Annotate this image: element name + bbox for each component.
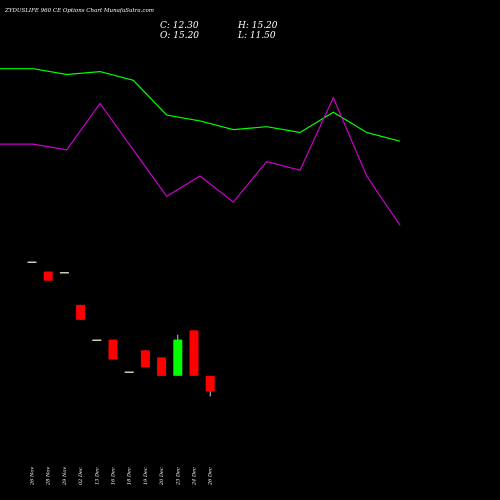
chart-title: ZYDUSLIFE 960 CE Options Chart MunafaSut…: [4, 8, 154, 14]
x-tick-label: 26 Dec: [208, 467, 214, 486]
candle-29-nov: [59, 272, 69, 274]
x-tick-label: 20 Dec: [159, 467, 165, 486]
candle-body: [124, 371, 134, 373]
candle-body: [157, 357, 167, 376]
x-tick-label: 24 Dec: [192, 467, 198, 486]
candle-body: [59, 272, 69, 274]
candle-body: [76, 304, 86, 320]
candle-body: [189, 330, 199, 376]
low-value: L: 11.50: [237, 31, 276, 41]
candle-body: [108, 339, 118, 360]
x-tick-label: 28 Nov: [46, 467, 52, 486]
candle-18-dec: [124, 371, 134, 373]
candle-24-dec: [189, 330, 199, 376]
x-tick-label: 19 Dec: [143, 467, 149, 485]
indicator-line-1: [0, 68, 401, 142]
candle-26-dec: [205, 375, 215, 397]
indicator-line-2: [0, 96, 401, 226]
candle-body: [140, 350, 150, 368]
x-axis-tick-labels: 26 Nov 28 Nov 29 Nov 02 Dec 13 Dec 16 Dec 18 D…: [30, 467, 214, 486]
x-tick-label: 26 Nov: [30, 467, 36, 486]
x-tick-label: 18 Dec: [127, 467, 133, 485]
close-value: C: 12.30: [160, 21, 199, 31]
candle-20-dec: [157, 357, 167, 376]
candle-02-dec: [76, 304, 86, 320]
candle-body: [43, 271, 53, 281]
candle-26-nov: [27, 261, 37, 263]
candle-body: [173, 339, 183, 376]
candlesticks: [27, 261, 215, 397]
candle-28-nov: [43, 271, 53, 281]
x-tick-label: 29 Nov: [62, 467, 68, 486]
x-tick-label: 02 Dec: [78, 467, 84, 485]
x-tick-label: 23 Dec: [175, 467, 181, 486]
x-tick-label: 13 Dec: [94, 467, 100, 485]
candle-19-dec: [140, 350, 150, 368]
candle-13-dec: [92, 339, 102, 341]
high-value: H: 15.20: [237, 21, 278, 31]
indicator-lines: [0, 68, 401, 226]
open-value: O: 15.20: [160, 31, 199, 41]
x-tick-label: 16 Dec: [111, 467, 117, 485]
candle-body: [92, 339, 102, 341]
candle-body: [205, 375, 215, 392]
candle-16-dec: [108, 339, 118, 360]
candle-23-dec: [173, 334, 183, 376]
candle-body: [27, 261, 37, 263]
